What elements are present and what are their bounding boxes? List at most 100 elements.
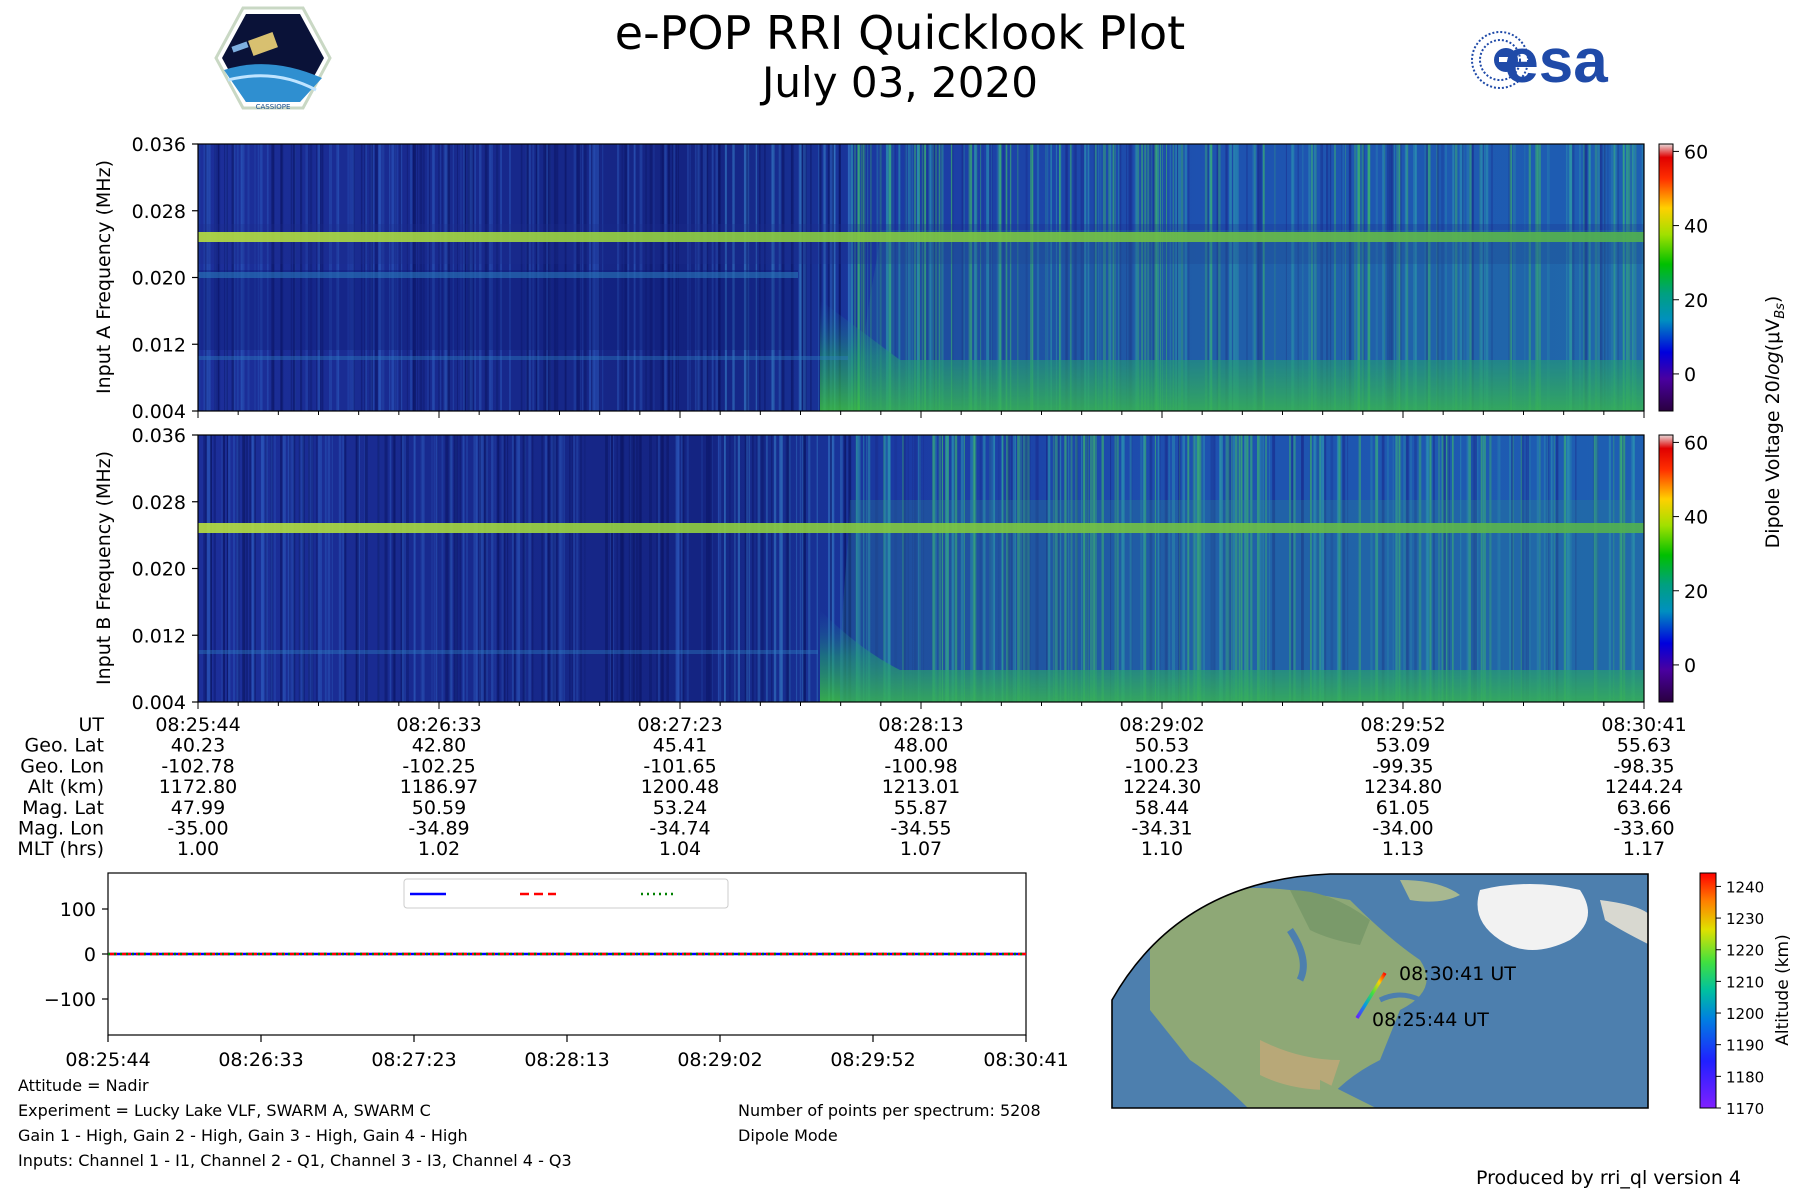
spectrogram-stripe	[951, 435, 954, 702]
spectrogram-stripe	[1550, 435, 1553, 702]
y-tick-label: 0.020	[132, 268, 186, 290]
spectrogram-stripe	[1553, 435, 1555, 702]
spectrogram-stripe	[1563, 435, 1566, 702]
spectrogram-stripe	[1556, 435, 1559, 702]
spectrogram-stripe	[982, 435, 985, 702]
spectrogram-stripe	[1101, 435, 1104, 702]
spectrogram-stripe	[403, 435, 405, 702]
spectrogram-stripe	[210, 435, 212, 702]
spectrogram-stripe	[1036, 144, 1038, 411]
spectrogram-stripe	[1002, 435, 1005, 702]
spectrogram-stripe	[630, 435, 632, 702]
spectrogram-stripe	[298, 435, 301, 702]
spectrogram-stripe	[640, 435, 642, 702]
spectrogram-stripe	[904, 144, 906, 411]
spectrogram-stripe	[1627, 144, 1631, 411]
spectrogram-stripe	[1361, 144, 1364, 411]
spectrogram-stripe	[529, 435, 531, 702]
spectrogram-stripe	[961, 144, 964, 411]
spectrogram-stripe	[287, 435, 290, 702]
spectrogram-stripe	[875, 435, 878, 702]
spectrogram-stripe	[993, 435, 996, 702]
spectrogram-stripe	[724, 435, 726, 702]
spectrogram-stripe	[1490, 435, 1492, 702]
spectrogram-stripe	[228, 435, 231, 702]
spectrogram-stripe	[895, 144, 896, 411]
spectrogram-stripe	[802, 435, 806, 702]
colorbar-voltage-ticks: 0 20 40 60 0 20 40 60	[1673, 141, 1708, 677]
spectrogram-stripe	[831, 144, 834, 411]
spectrogram-stripe	[1510, 144, 1512, 411]
spectrogram-stripe	[1157, 144, 1159, 411]
spectrogram-stripe	[638, 435, 642, 702]
colorbar-voltage-b	[1658, 434, 1674, 703]
colorbar-tick-label: 20	[1684, 290, 1708, 312]
spectrogram-stripe	[242, 435, 246, 702]
spectrogram-stripe	[1274, 144, 1276, 411]
spectrogram-stripe	[838, 144, 841, 411]
spectrogram-stripe	[848, 144, 852, 411]
spectrogram-stripe	[377, 435, 380, 702]
colorbar-voltage-a	[1658, 143, 1674, 412]
spectrogram-stripe	[1069, 144, 1072, 411]
spectrogram-stripe	[1202, 435, 1205, 702]
spectrogram-stripe	[1057, 435, 1060, 702]
spectrogram-stripe	[1019, 435, 1023, 702]
spectrogram-stripe	[1137, 144, 1140, 411]
spectrogram-stripe	[960, 435, 964, 702]
spectrogram-stripe	[552, 435, 554, 702]
spectrogram-stripe	[433, 435, 435, 702]
spectrogram-stripe	[1157, 435, 1160, 702]
spectrogram-stripe	[840, 435, 843, 702]
ephemeris-cell: 1172.80	[159, 776, 238, 798]
spectrogram-stripe	[1219, 435, 1221, 702]
spectrogram-stripe	[478, 435, 482, 702]
spectrogram-stripe	[459, 435, 462, 702]
spectrogram-stripe	[1143, 435, 1145, 702]
spectrogram-stripe	[1525, 435, 1528, 702]
spectrogram-stripe	[1499, 435, 1501, 702]
spectrogram-stripe	[266, 435, 268, 702]
spectrogram-stripe	[1440, 435, 1443, 702]
spectrogram-stripe	[1613, 144, 1616, 411]
spectrogram-stripe	[1156, 144, 1159, 411]
spectrogram-stripe	[1413, 144, 1416, 411]
spectrogram-stripe	[894, 435, 898, 702]
spectrogram-stripe	[1003, 435, 1005, 702]
spectrogram-stripe	[1497, 435, 1500, 702]
ephemeris-row-label: Geo. Lon	[20, 755, 104, 777]
spectrogram-stripe	[1291, 144, 1293, 411]
spectrogram-stripe	[1075, 435, 1078, 702]
spectrogram-stripe	[914, 144, 917, 411]
spectrogram-stripe	[989, 144, 991, 411]
spectrogram-stripe	[1462, 144, 1465, 411]
spectrogram-stripe	[1147, 144, 1150, 411]
spectrogram-stripe	[1313, 435, 1317, 702]
spectrogram-stripe	[1479, 144, 1481, 411]
spectrogram-stripe	[315, 435, 318, 702]
spectrogram-stripe	[867, 435, 871, 702]
spectrogram-stripe	[1231, 435, 1233, 702]
spectrogram-stripe	[889, 144, 891, 411]
spectrogram-stripe	[1029, 435, 1031, 702]
spectrogram-stripe	[809, 435, 811, 702]
spectrogram-stripe	[1112, 144, 1114, 411]
spectrogram-stripe	[462, 435, 464, 702]
spectrogram-stripe	[1210, 144, 1213, 411]
spectrogram-stripe	[365, 435, 368, 702]
spectrogram-stripe	[1250, 435, 1253, 702]
spectrogram-stripe	[605, 435, 608, 702]
spectrogram-stripe	[283, 435, 286, 702]
spectrogram-stripe	[940, 144, 944, 411]
spectrogram-stripe	[1452, 435, 1454, 702]
spectrogram-stripe	[1302, 435, 1304, 702]
spectrogram-stripe	[1204, 144, 1208, 411]
ephemeris-cell: 1.10	[1141, 838, 1183, 860]
spectrogram-stripe	[1567, 435, 1569, 702]
spectrogram-stripe	[1180, 144, 1184, 411]
spectrogram-stripe	[420, 435, 423, 702]
spectrogram-stripe	[1338, 435, 1341, 702]
spectrogram-stripe	[970, 435, 972, 702]
altitude-tick-label: 1200	[1726, 1005, 1764, 1023]
spectrogram-stripe	[522, 435, 526, 702]
